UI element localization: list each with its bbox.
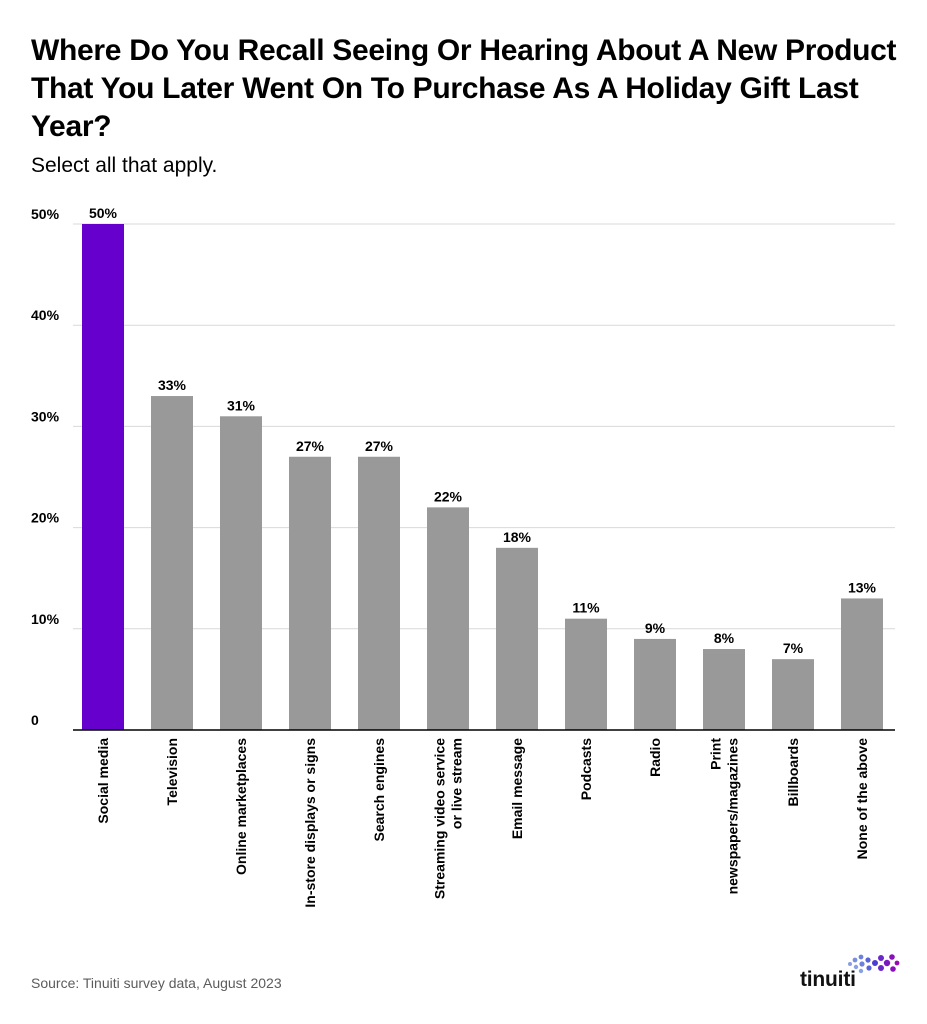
bar [841, 598, 883, 730]
bar-value-label: 13% [848, 579, 877, 595]
x-tick-label: Streaming video service or live stream [432, 738, 465, 899]
chart-title: Where Do You Recall Seeing Or Hearing Ab… [31, 34, 897, 143]
bar-value-label: 22% [434, 488, 463, 504]
y-tick-label: 30% [31, 408, 60, 424]
logo-wordmark: tinuiti [800, 968, 856, 991]
bar-value-label: 9% [645, 620, 666, 636]
y-axis-tick-labels: 0 10% 20% 30% 40% 50% [31, 206, 60, 728]
bar [634, 638, 676, 730]
bar [358, 456, 400, 730]
x-tick-label: None of the above [854, 738, 870, 860]
bar-value-label: 27% [365, 438, 394, 454]
bar [703, 649, 745, 730]
bar [220, 416, 262, 730]
bar [151, 396, 193, 730]
y-tick-label: 40% [31, 307, 60, 323]
x-tick-label: Podcasts [578, 738, 594, 800]
logo-dots-icon [848, 954, 900, 974]
y-tick-label: 20% [31, 510, 60, 526]
x-tick-label-line: Radio [647, 738, 663, 777]
x-tick-label-line: Streaming video service [432, 738, 448, 899]
x-tick-label-line: newspapers/magazines [725, 738, 741, 895]
bar [289, 456, 331, 730]
bar-chart: 0 10% 20% 30% 40% 50% 50% 33% 31% 27% 27% 22% 18% 11… [31, 205, 895, 908]
bar-value-label: 8% [714, 630, 735, 646]
gridlines [73, 223, 895, 630]
x-tick-label: Print newspapers/magazines [708, 738, 741, 895]
x-tick-label: Radio [647, 738, 663, 777]
bar [496, 547, 538, 730]
x-tick-label: Email message [509, 738, 525, 839]
bar-value-label: 7% [783, 640, 804, 656]
bars [82, 224, 883, 730]
x-tick-label: Social media [95, 738, 111, 824]
bar-value-label: 18% [503, 529, 532, 545]
x-tick-label-line: Email message [509, 738, 525, 839]
value-labels: 50% 33% 31% 27% 27% 22% 18% 11% 9% 8% 7% 13% [89, 205, 877, 656]
x-tick-label-line: None of the above [854, 738, 870, 860]
bar-value-label: 50% [89, 205, 118, 221]
bar-value-label: 31% [227, 397, 256, 413]
bar-value-label: 27% [296, 438, 325, 454]
x-tick-label-line: Search engines [371, 738, 387, 842]
x-tick-label: Search engines [371, 738, 387, 842]
x-tick-label-line: Television [164, 738, 180, 805]
bar [772, 659, 814, 730]
x-tick-label: Television [164, 738, 180, 805]
bar-value-label: 33% [158, 377, 187, 393]
x-tick-label-line: Online marketplaces [233, 738, 249, 875]
y-tick-label: 10% [31, 611, 60, 627]
x-tick-label: Online marketplaces [233, 738, 249, 875]
bar-value-label: 11% [572, 600, 600, 616]
brand-logo: tinuiti [800, 950, 910, 998]
x-tick-label-line: In-store displays or signs [302, 738, 318, 908]
x-tick-label-line: Print [708, 738, 724, 770]
bar [82, 224, 124, 730]
x-tick-label: In-store displays or signs [302, 738, 318, 908]
source-note: Source: Tinuiti survey data, August 2023 [31, 975, 282, 991]
x-axis-category-labels: Social media Television Online marketplace… [95, 738, 870, 908]
bar [427, 507, 469, 730]
x-tick-label: Billboards [785, 738, 801, 807]
x-tick-label-line: Podcasts [578, 738, 594, 800]
x-tick-label-line: or live stream [449, 738, 465, 829]
bar [565, 618, 607, 730]
chart-subtitle: Select all that apply. [31, 154, 218, 177]
x-tick-label-line: Social media [95, 738, 111, 824]
x-tick-label-line: Billboards [785, 738, 801, 807]
y-tick-label: 0 [31, 712, 39, 728]
y-tick-label: 50% [31, 206, 60, 222]
